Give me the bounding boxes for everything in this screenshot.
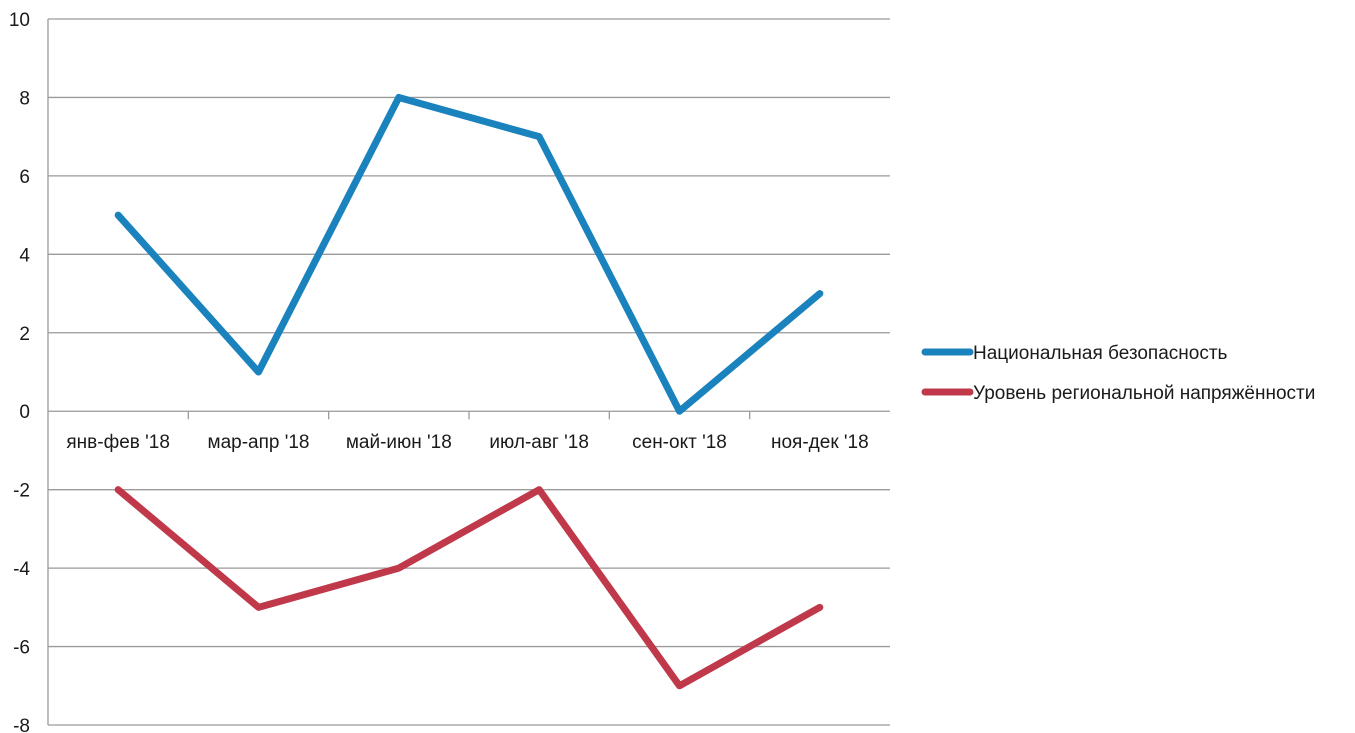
series-line-1: [114, 93, 824, 415]
data-point: [679, 685, 680, 687]
data-point: [819, 606, 821, 608]
y-tick-label: 4: [19, 245, 30, 266]
y-tick-label: -2: [13, 481, 30, 502]
y-tick-label: 10: [9, 10, 30, 31]
axes: [47, 19, 751, 725]
data-point: [819, 293, 821, 295]
legend: Национальная безопасность Уровень региона…: [921, 343, 1315, 404]
data-point: [538, 489, 540, 491]
data-point: [398, 96, 400, 98]
data-point: [679, 410, 680, 412]
x-tick-label: янв-фев '18: [66, 432, 170, 453]
y-tick-label: 2: [19, 324, 30, 345]
data-point: [117, 214, 119, 216]
gridlines: [48, 18, 890, 726]
data-point: [398, 567, 400, 569]
data-point: [117, 489, 119, 491]
series-line-2: [114, 486, 824, 690]
data-point: [538, 136, 540, 138]
data-point: [258, 371, 259, 373]
x-tick-label: сен-окт '18: [632, 432, 727, 453]
x-tick-label: ноя-дек '18: [771, 432, 869, 453]
x-tick-label: июл-авг '18: [489, 432, 589, 453]
legend-label: Уровень региональной напряжённости: [973, 383, 1315, 404]
legend-label: Национальная безопасность: [973, 343, 1228, 364]
x-tick-labels: янв-фев '18 мар-апр '18 май-июн '18 июл-авг…: [66, 432, 868, 453]
y-tick-label: 0: [19, 402, 30, 423]
data-point: [258, 606, 259, 608]
y-tick-label: -6: [13, 638, 30, 659]
y-tick-label: 6: [19, 167, 30, 188]
y-tick-label: 8: [19, 88, 30, 109]
x-tick-label: май-июн '18: [346, 432, 452, 453]
y-tick-label: -4: [13, 559, 30, 580]
x-tick-label: мар-апр '18: [208, 432, 310, 453]
series-lines: [114, 93, 824, 690]
y-tick-labels: 10 8 6 4 2 0 -2 -4 -6 -8: [9, 10, 31, 733]
y-tick-label: -8: [13, 716, 30, 733]
